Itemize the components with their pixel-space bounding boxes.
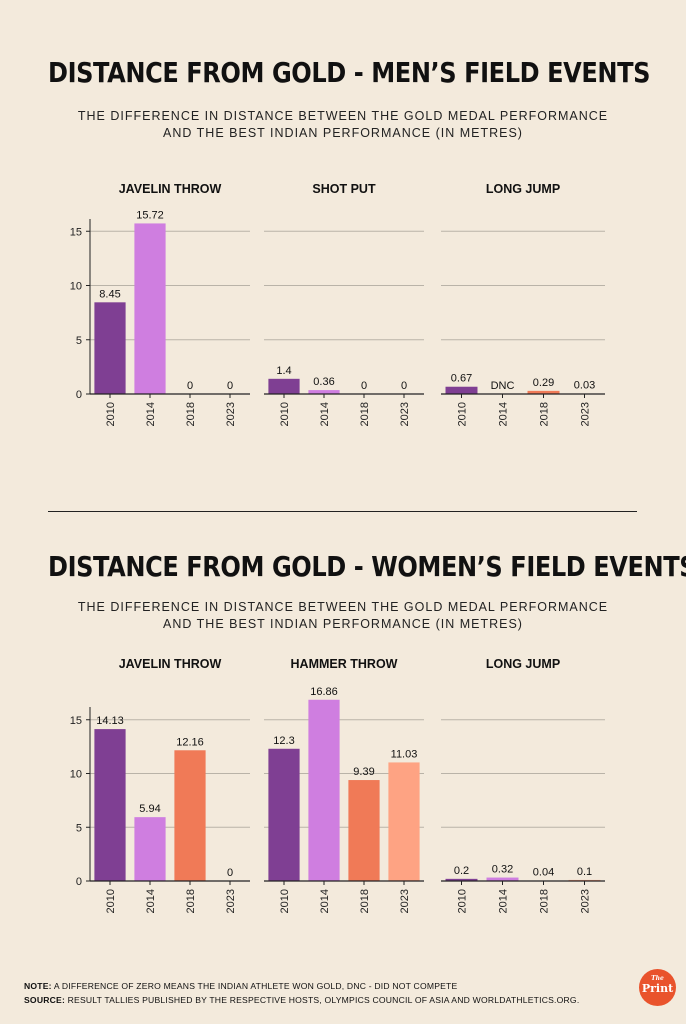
men-shot-put-value-label-2023: 0: [401, 380, 407, 392]
source-line: SOURCE: RESULT TALLIES PUBLISHED BY THE …: [24, 993, 614, 1007]
source-label: SOURCE:: [24, 995, 66, 1005]
men-shot-put-x-label-2014: 2014: [319, 402, 331, 426]
men-shot-put-bar-2014: [308, 390, 340, 394]
men-javelin-throw-value-label-2014: 15.72: [136, 209, 164, 221]
men-long-jump-x-label-2018: 2018: [539, 402, 551, 426]
men-shot-put-bar-2010: [268, 378, 300, 394]
section-divider: [48, 511, 637, 512]
source-text: RESULT TALLIES PUBLISHED BY THE RESPECTI…: [65, 995, 580, 1005]
women-hammer-throw-bar-2014: [308, 699, 340, 881]
women-javelin-throw-y-tick-label-10: 10: [70, 769, 82, 781]
men-shot-put-value-label-2014: 0.36: [313, 376, 334, 388]
men-shot-put-x-label-2010: 2010: [279, 402, 291, 426]
women-javelin-throw-value-label-2010: 14.13: [96, 715, 124, 727]
women-long-jump-value-label-2018: 0.04: [533, 867, 554, 879]
women-long-jump-x-label-2023: 2023: [580, 889, 592, 913]
men-javelin-throw-value-label-2018: 0: [187, 380, 193, 392]
women-subtitle-line2: AND THE BEST INDIAN PERFORMANCE (IN METR…: [163, 617, 523, 631]
women-javelin-throw-y-tick-label-15: 15: [70, 715, 82, 727]
women-long-jump-chart-title: LONG JUMP: [486, 657, 560, 671]
women-long-jump-x-label-2014: 2014: [498, 889, 510, 913]
men-section-title: DISTANCE FROM GOLD - MEN’S FIELD EVENTS: [48, 56, 650, 89]
note-label: NOTE:: [24, 981, 52, 991]
men-javelin-throw-x-label-2010: 2010: [105, 402, 117, 426]
men-long-jump-value-label-2014: DNC: [491, 380, 515, 392]
women-hammer-throw-chart-title: HAMMER THROW: [291, 657, 398, 671]
women-javelin-throw-value-label-2023: 0: [227, 867, 233, 879]
women-hammer-throw-value-label-2010: 12.3: [273, 735, 294, 747]
women-hammer-throw-x-label-2014: 2014: [319, 889, 331, 913]
women-long-jump-x-label-2018: 2018: [539, 889, 551, 913]
women-hammer-throw-bar-2018: [348, 780, 380, 881]
women-javelin-throw-bar-2018: [174, 750, 206, 881]
women-subtitle-line1: THE DIFFERENCE IN DISTANCE BETWEEN THE G…: [77, 600, 609, 614]
women-javelin-throw-bar-2014: [134, 817, 166, 881]
note-text: A DIFFERENCE OF ZERO MEANS THE INDIAN AT…: [51, 981, 458, 991]
women-hammer-throw-bar-2023: [388, 762, 420, 881]
men-javelin-throw-y-tick-label-0: 0: [76, 389, 82, 401]
men-long-jump-value-label-2023: 0.03: [574, 380, 595, 392]
men-javelin-throw-y-tick-label-10: 10: [70, 281, 82, 293]
men-subtitle-line1: THE DIFFERENCE IN DISTANCE BETWEEN THE G…: [77, 109, 609, 123]
women-hammer-throw-bar-2010: [268, 748, 300, 881]
men-long-jump-x-label-2014: 2014: [498, 402, 510, 426]
women-javelin-throw-y-tick-label-5: 5: [76, 822, 82, 834]
women-javelin-throw-bar-2010: [94, 729, 126, 881]
women-hammer-throw-x-label-2023: 2023: [399, 889, 411, 913]
men-javelin-throw-value-label-2010: 8.45: [99, 288, 120, 300]
women-long-jump-value-label-2010: 0.2: [454, 865, 469, 877]
women-hammer-throw-x-label-2010: 2010: [279, 889, 291, 913]
women-javelin-throw-chart-title: JAVELIN THROW: [119, 657, 222, 671]
women-long-jump-value-label-2014: 0.32: [492, 864, 513, 876]
women-section-title: DISTANCE FROM GOLD - WOMEN’S FIELD EVENT…: [48, 550, 686, 583]
logo-line2: Print: [641, 982, 674, 995]
footnotes: NOTE: A DIFFERENCE OF ZERO MEANS THE IND…: [24, 979, 614, 1007]
men-section-subtitle: THE DIFFERENCE IN DISTANCE BETWEEN THE G…: [0, 108, 686, 142]
women-long-jump-x-label-2010: 2010: [457, 889, 469, 913]
men-long-jump-value-label-2010: 0.67: [451, 373, 472, 385]
men-javelin-throw-y-tick-label-15: 15: [70, 226, 82, 238]
women-javelin-throw-x-label-2014: 2014: [145, 889, 157, 913]
women-section-subtitle: THE DIFFERENCE IN DISTANCE BETWEEN THE G…: [0, 599, 686, 633]
women-javelin-throw-value-label-2014: 5.94: [139, 803, 160, 815]
men-shot-put-x-label-2023: 2023: [399, 402, 411, 426]
women-long-jump-bar-2010: [445, 878, 478, 881]
women-hammer-throw-x-label-2018: 2018: [359, 889, 371, 913]
men-long-jump-bar-2010: [445, 386, 478, 394]
men-long-jump-chart-title: LONG JUMP: [486, 182, 560, 196]
women-long-jump-bar-2014: [486, 877, 519, 881]
women-long-jump-value-label-2023: 0.1: [577, 866, 592, 878]
women-hammer-throw-value-label-2014: 16.86: [310, 686, 338, 698]
men-subtitle-line2: AND THE BEST INDIAN PERFORMANCE (IN METR…: [163, 126, 523, 140]
women-javelin-throw-x-label-2010: 2010: [105, 889, 117, 913]
men-long-jump-x-label-2023: 2023: [580, 402, 592, 426]
men-shot-put-value-label-2010: 1.4: [276, 365, 291, 377]
men-javelin-throw-chart-title: JAVELIN THROW: [119, 182, 222, 196]
men-javelin-throw-x-label-2014: 2014: [145, 402, 157, 426]
men-javelin-throw-y-tick-label-5: 5: [76, 335, 82, 347]
men-javelin-throw-x-label-2023: 2023: [225, 402, 237, 426]
men-shot-put-value-label-2018: 0: [361, 380, 367, 392]
women-javelin-throw-y-tick-label-0: 0: [76, 876, 82, 888]
men-javelin-throw-x-label-2018: 2018: [185, 402, 197, 426]
women-javelin-throw-x-label-2023: 2023: [225, 889, 237, 913]
men-javelin-throw-bar-2014: [134, 223, 166, 394]
men-shot-put-x-label-2018: 2018: [359, 402, 371, 426]
men-javelin-throw-bar-2010: [94, 302, 126, 394]
women-javelin-throw-value-label-2018: 12.16: [176, 736, 204, 748]
men-long-jump-bar-2018: [527, 390, 560, 394]
women-javelin-throw-x-label-2018: 2018: [185, 889, 197, 913]
men-javelin-throw-value-label-2023: 0: [227, 380, 233, 392]
men-long-jump-x-label-2010: 2010: [457, 402, 469, 426]
women-hammer-throw-value-label-2023: 11.03: [391, 748, 418, 760]
theprint-logo: The Print: [639, 969, 676, 1006]
note-line: NOTE: A DIFFERENCE OF ZERO MEANS THE IND…: [24, 979, 614, 993]
logo-line1: The: [651, 975, 664, 982]
women-hammer-throw-value-label-2018: 9.39: [353, 766, 374, 778]
men-shot-put-chart-title: SHOT PUT: [312, 182, 376, 196]
men-long-jump-value-label-2018: 0.29: [533, 377, 554, 389]
